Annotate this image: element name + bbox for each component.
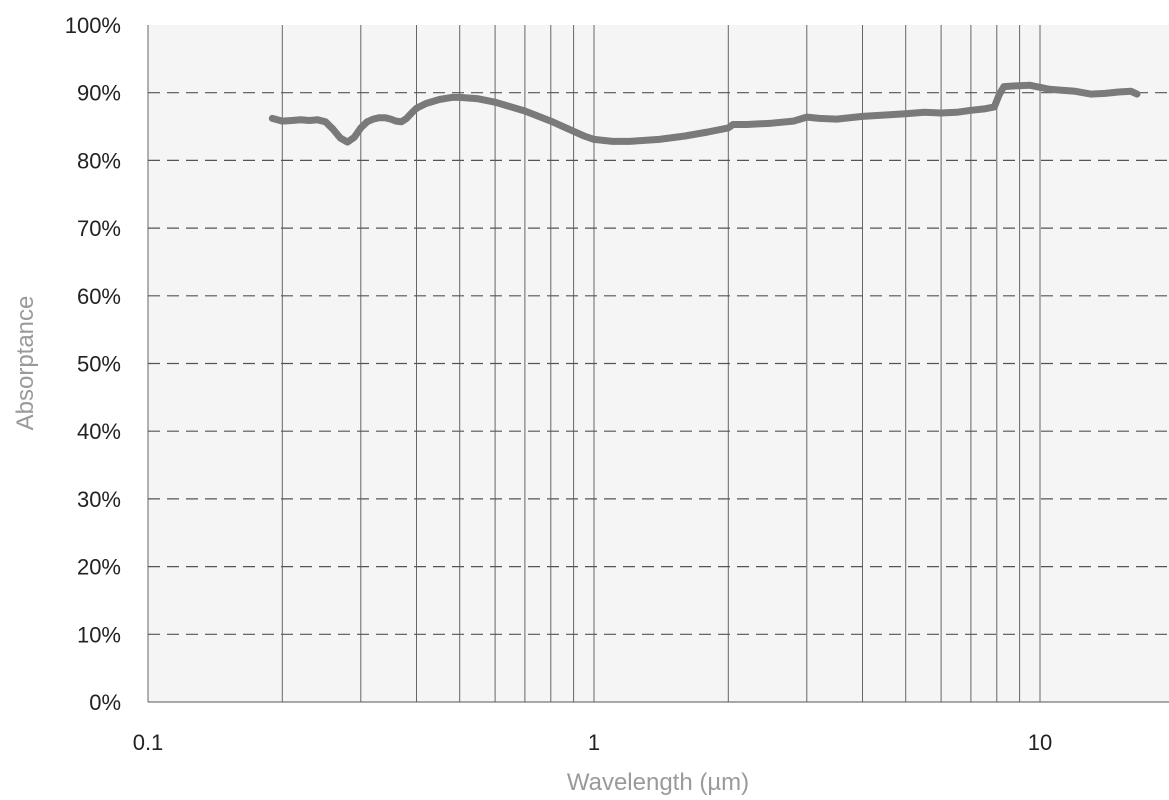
- x-tick-labels: 0.1 1 10: [133, 730, 1053, 755]
- y-tick-labels: 0% 10% 20% 30% 40% 50% 60% 70% 80% 90% 100%: [65, 13, 121, 715]
- y-tick-label-40pct: 40%: [77, 419, 121, 444]
- x-tick-label-10: 10: [1028, 730, 1052, 755]
- y-tick-label-50pct: 50%: [77, 352, 121, 377]
- y-tick-label-10pct: 10%: [77, 622, 121, 647]
- y-axis-title: Absorptance: [12, 296, 39, 431]
- y-tick-label-100pct: 100%: [65, 13, 121, 38]
- y-tick-label-80pct: 80%: [77, 148, 121, 173]
- y-tick-label-70pct: 70%: [77, 216, 121, 241]
- x-tick-label-0_1: 0.1: [133, 730, 164, 755]
- y-tick-label-0pct: 0%: [89, 690, 121, 715]
- y-tick-label-30pct: 30%: [77, 487, 121, 512]
- x-tick-label-1: 1: [588, 730, 600, 755]
- y-tick-label-20pct: 20%: [77, 555, 121, 580]
- y-tick-label-60pct: 60%: [77, 284, 121, 309]
- x-axis-title: Wavelength (µm): [567, 769, 749, 796]
- y-tick-label-90pct: 90%: [77, 81, 121, 106]
